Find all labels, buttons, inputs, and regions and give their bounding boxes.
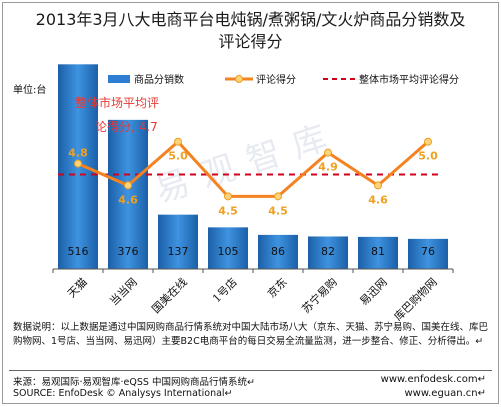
- score-label-5: 4.9: [318, 161, 338, 174]
- bar-value-label-1: 376: [118, 245, 139, 258]
- score-label-6: 4.6: [368, 193, 388, 206]
- score-point-1: [124, 181, 132, 190]
- score-point-2: [174, 137, 182, 146]
- x-tick-label-1: 当当网: [107, 275, 140, 308]
- legend-label-bars: 商品分销数: [134, 73, 184, 86]
- chart-title-line2: 评论得分: [218, 32, 283, 51]
- unit-label: 单位:台: [13, 83, 46, 96]
- data-note: 数据说明：以上数据是通过中国网购商品行情系统对中国大陆市场八大（京东、天猫、苏宁…: [13, 322, 489, 347]
- x-tick-label-3: 1号店: [209, 275, 239, 305]
- average-annotation-line2: 论得分, 4.7: [95, 119, 158, 134]
- x-tick-label-2: 国美在线: [149, 275, 190, 316]
- score-point-0: [74, 159, 82, 168]
- legend-label-line: 评论得分: [256, 73, 296, 86]
- bar-2: [158, 214, 198, 269]
- bar-1: [108, 119, 148, 269]
- score-point-6: [374, 181, 382, 190]
- footer-site-enfodesk: www.enfodesk.com↵: [380, 374, 486, 385]
- footer-rule: [9, 370, 492, 371]
- bar-value-label-6: 81: [371, 245, 385, 258]
- chart-title: 2013年3月八大电商平台电炖锅/煮粥锅/文火炉商品分销数及 评论得分: [3, 9, 498, 53]
- x-tick-label-5: 苏宁易购: [299, 275, 340, 316]
- score-label-3: 4.5: [218, 204, 238, 217]
- score-label-0: 4.8: [68, 147, 88, 160]
- bar-value-label-2: 137: [168, 245, 189, 258]
- x-tick-label-6: 易迅网: [357, 276, 390, 309]
- legend-label-average: 整体市场平均评论得分: [359, 73, 459, 86]
- chart-title-line1: 2013年3月八大电商平台电炖锅/煮粥锅/文火炉商品分销数及: [35, 10, 466, 29]
- score-label-7: 5.0: [418, 150, 438, 163]
- chart-frame: 2013年3月八大电商平台电炖锅/煮粥锅/文火炉商品分销数及 评论得分 易观智库…: [2, 2, 499, 404]
- bar-value-label-5: 82: [321, 245, 335, 258]
- score-point-7: [424, 137, 432, 146]
- bar-6: [358, 236, 398, 269]
- footer-site-eguan: www.eguan.cn↵: [404, 388, 487, 399]
- score-line: [77, 139, 429, 198]
- score-point-4: [274, 192, 282, 201]
- score-label-1: 4.6: [118, 193, 138, 206]
- bar-value-label-7: 76: [421, 245, 435, 258]
- legend-swatch-bars: [108, 75, 130, 83]
- x-tick-label-7: 库巴购物网: [391, 275, 440, 321]
- score-label-4: 4.5: [268, 204, 288, 217]
- bar-4: [258, 234, 298, 269]
- bar-5: [308, 236, 348, 269]
- x-tick-label-0: 天猫: [65, 276, 90, 301]
- footer-source-cn: 来源：易观国际·易观智库·eQSS 中国网购商品行情系统↵: [13, 377, 255, 388]
- score-point-3: [224, 192, 232, 201]
- average-annotation-line1: 整体市场平均评: [75, 95, 159, 110]
- footer-source-en: SOURCE: EnfoDesk © Analysys Internationa…: [13, 388, 233, 399]
- bar-value-label-4: 86: [271, 245, 285, 258]
- bar-3: [208, 227, 248, 269]
- bar-7: [408, 238, 448, 269]
- bar-value-label-3: 105: [218, 245, 239, 258]
- footer: 来源：易观国际·易观智库·eQSS 中国网购商品行情系统↵ SOURCE: En…: [3, 362, 498, 402]
- x-tick-label-4: 京东: [264, 275, 289, 300]
- score-point-5: [324, 148, 332, 157]
- score-label-2: 5.0: [168, 150, 188, 163]
- legend-marker-line: [235, 75, 243, 83]
- bar-value-label-0: 516: [68, 245, 89, 258]
